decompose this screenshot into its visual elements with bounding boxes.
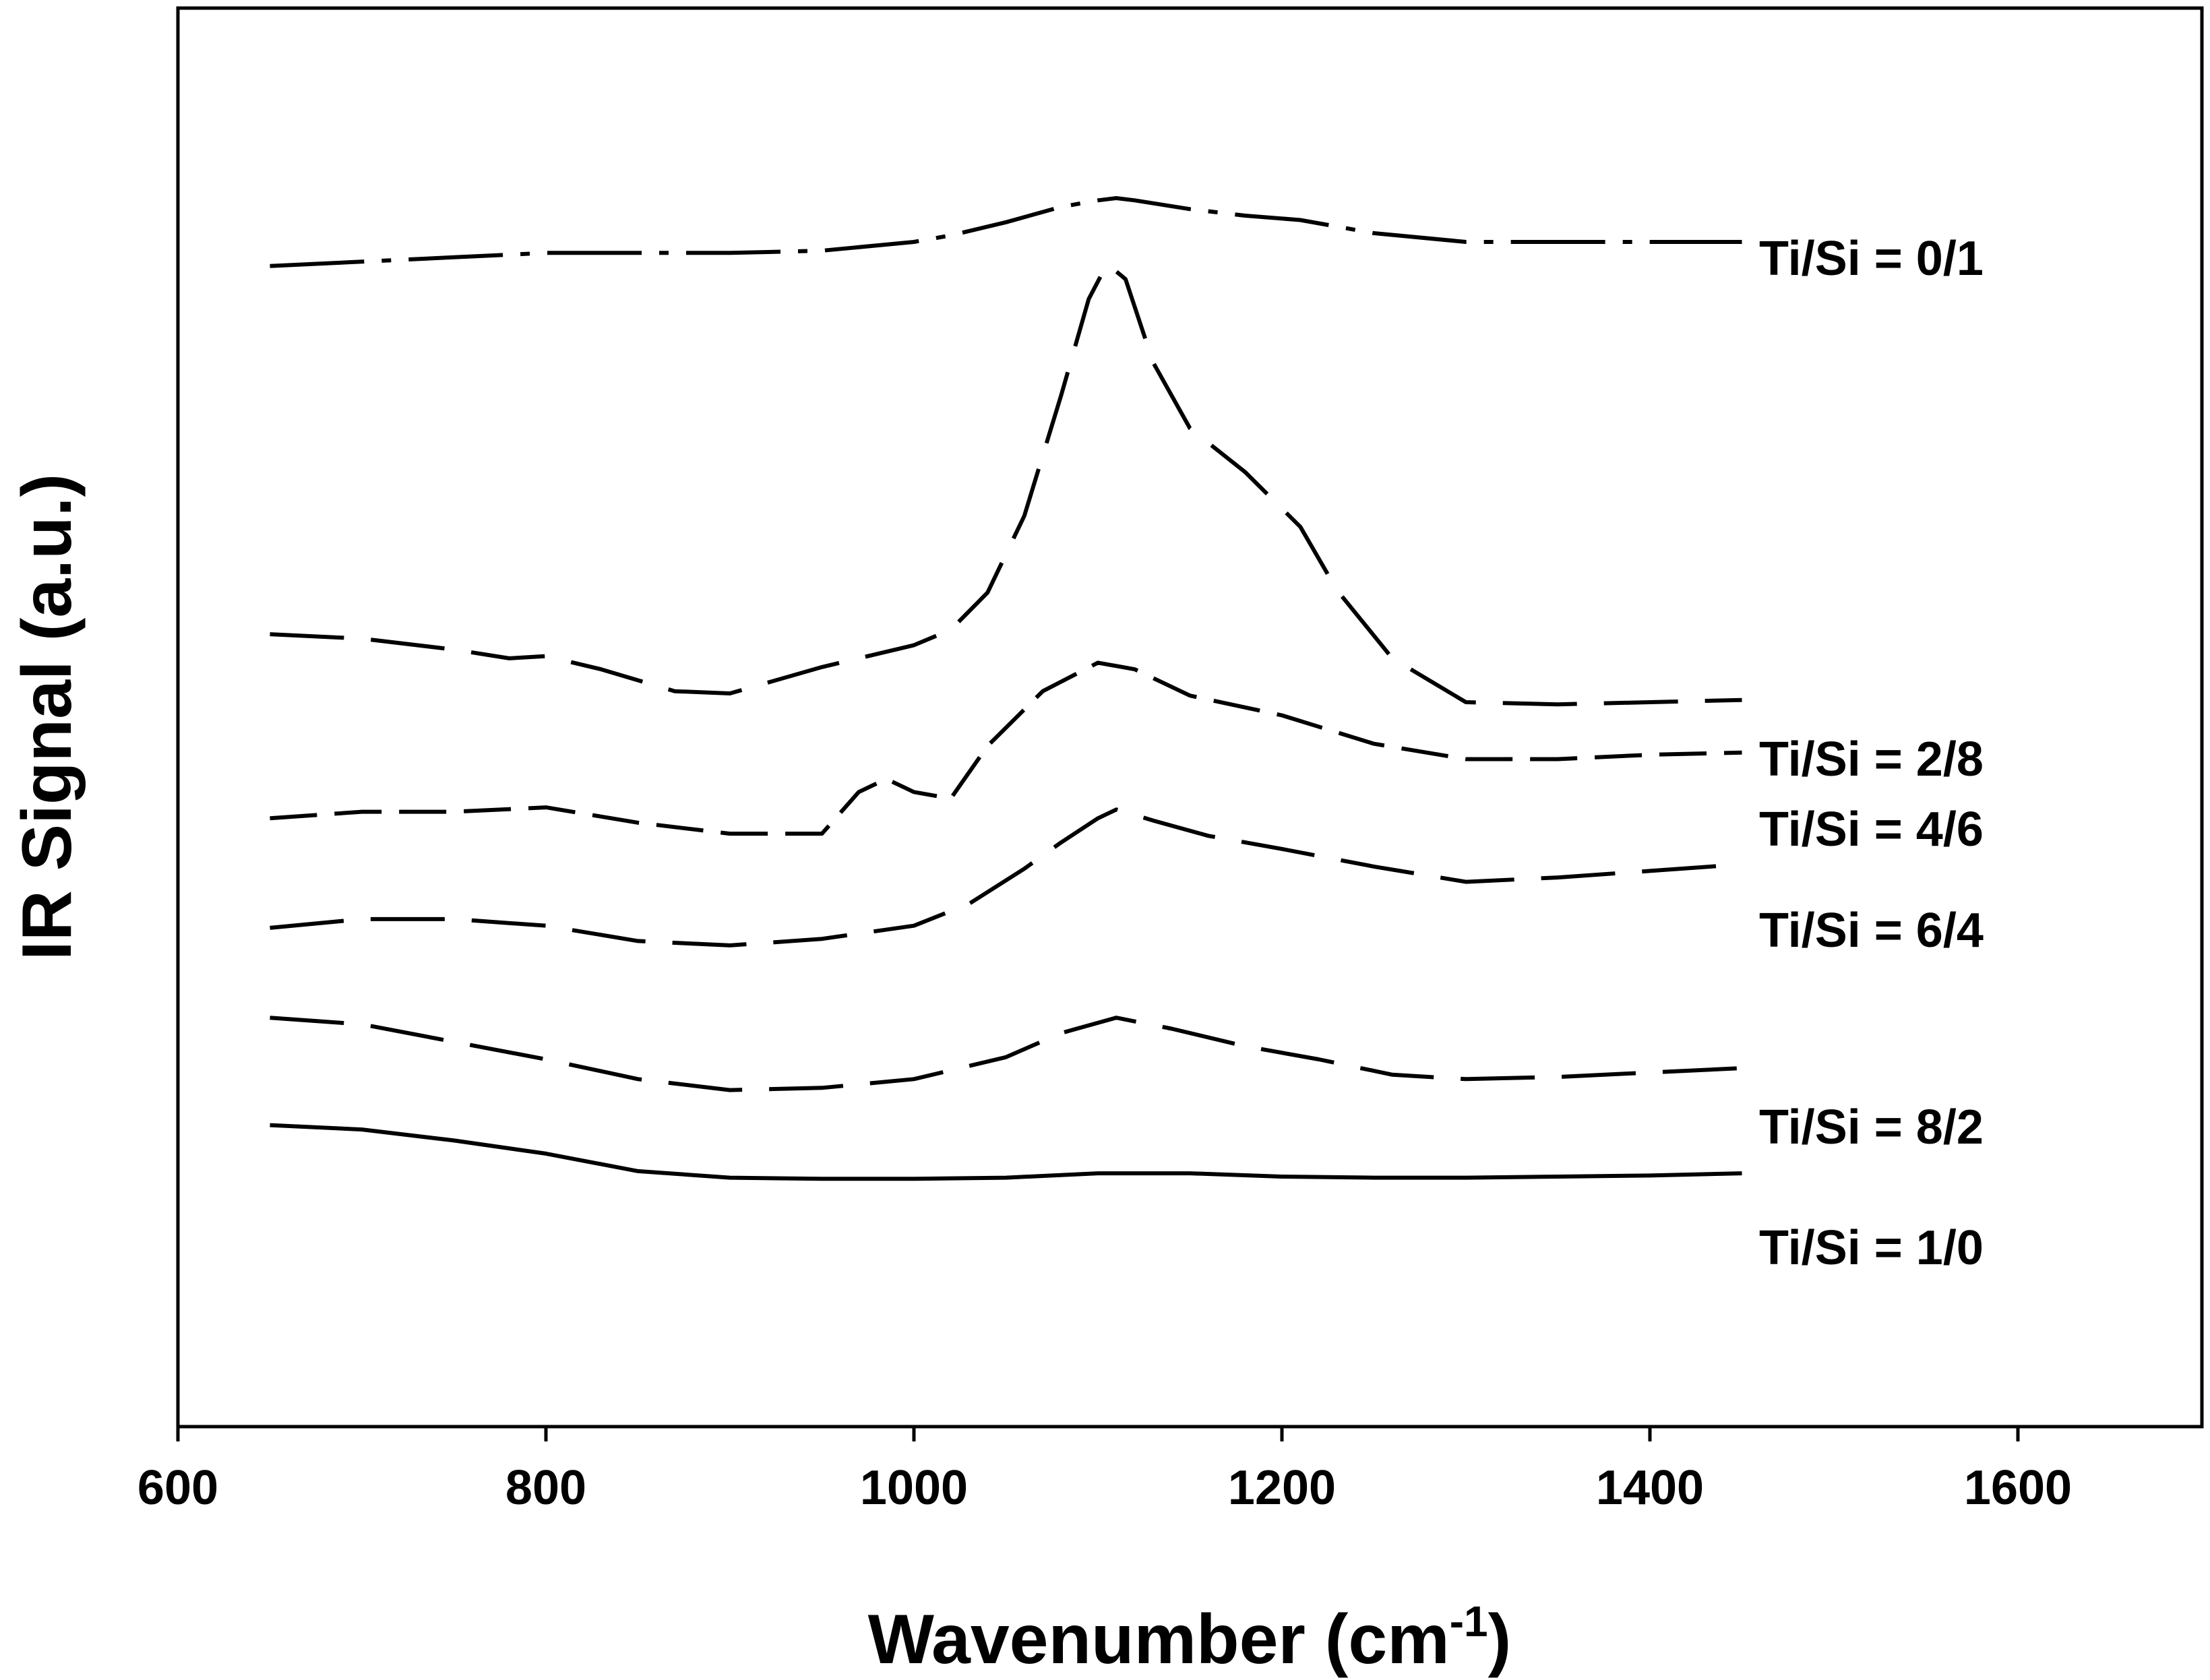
series-line-1 (270, 261, 1742, 707)
plot-frame (176, 6, 2204, 1429)
x-axis-title-text: Wavenumber (868, 1600, 1306, 1679)
x-axis-unit: cm (1348, 1600, 1449, 1679)
series-lines (270, 196, 1742, 1181)
series-label: Ti/Si = 8/2 (1759, 1100, 1984, 1154)
series-line-0 (270, 196, 1742, 268)
x-axis-title-open: ( (1306, 1600, 1349, 1679)
series-line-3 (270, 807, 1742, 947)
x-tick-label: 1000 (860, 1461, 968, 1515)
x-axis-ticks: 600 800 1000 1200 1400 1600 (137, 1427, 2072, 1515)
x-axis-title: Wavenumber (cm-1) (868, 1597, 1512, 1679)
x-axis-title-close: ) (1488, 1600, 1512, 1679)
series-label: Ti/Si = 0/1 (1759, 232, 1984, 286)
y-axis-title: IR Signal (a.u.) (8, 474, 86, 960)
series-label: Ti/Si = 4/6 (1759, 803, 1984, 857)
x-tick-label: 1400 (1596, 1461, 1704, 1515)
series-line-5 (270, 1123, 1742, 1181)
series-line-2 (270, 660, 1742, 836)
x-tick-label: 1600 (1964, 1461, 2072, 1515)
series-label: Ti/Si = 2/8 (1759, 733, 1984, 786)
x-axis-unit-exponent: -1 (1450, 1597, 1488, 1646)
series-labels: Ti/Si = 0/1 Ti/Si = 2/8 Ti/Si = 4/6 Ti/Si =… (1759, 232, 1984, 1275)
x-tick-label: 600 (137, 1461, 218, 1515)
series-label: Ti/Si = 1/0 (1759, 1221, 1984, 1275)
series-label: Ti/Si = 6/4 (1759, 904, 1984, 958)
x-tick-label: 1200 (1228, 1461, 1336, 1515)
x-tick-label: 800 (505, 1461, 586, 1515)
series-line-4 (270, 1016, 1742, 1092)
